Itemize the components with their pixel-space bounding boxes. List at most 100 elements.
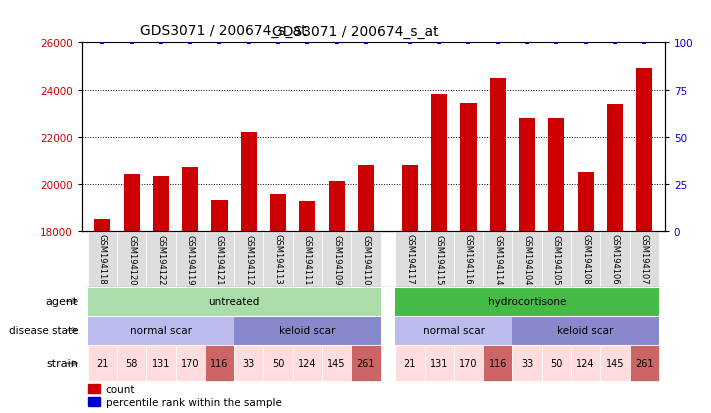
- Text: GSM194118: GSM194118: [98, 234, 107, 285]
- Text: keloid scar: keloid scar: [557, 325, 614, 335]
- Text: GSM194109: GSM194109: [332, 234, 341, 284]
- Text: normal scar: normal scar: [423, 325, 485, 335]
- Text: GSM194115: GSM194115: [434, 234, 444, 284]
- Text: 33: 33: [242, 358, 255, 368]
- Text: 116: 116: [210, 358, 229, 368]
- Bar: [87, 397, 100, 406]
- Bar: [153, 176, 169, 231]
- Bar: [454, 346, 483, 381]
- Bar: [241, 133, 257, 231]
- Bar: [358, 166, 374, 231]
- Bar: [263, 231, 293, 287]
- Text: 261: 261: [357, 358, 375, 368]
- Text: 21: 21: [96, 358, 109, 368]
- Bar: [542, 346, 571, 381]
- Bar: [402, 166, 418, 231]
- Bar: [431, 95, 447, 231]
- Bar: [636, 69, 652, 231]
- Bar: [519, 119, 535, 231]
- Bar: [424, 346, 454, 381]
- Bar: [146, 231, 176, 287]
- Bar: [483, 346, 513, 381]
- Text: 145: 145: [327, 358, 346, 368]
- Bar: [124, 175, 139, 231]
- Bar: [263, 346, 293, 381]
- Text: GSM194119: GSM194119: [186, 234, 195, 284]
- Text: 124: 124: [298, 358, 316, 368]
- Text: 33: 33: [521, 358, 533, 368]
- Bar: [322, 346, 351, 381]
- Text: keloid scar: keloid scar: [279, 325, 336, 335]
- Bar: [395, 346, 424, 381]
- Text: GSM194106: GSM194106: [611, 234, 619, 285]
- Bar: [483, 231, 513, 287]
- Text: GSM194116: GSM194116: [464, 234, 473, 285]
- Text: 131: 131: [151, 358, 170, 368]
- Bar: [117, 231, 146, 287]
- Bar: [182, 168, 198, 231]
- Bar: [548, 119, 565, 231]
- Bar: [630, 231, 659, 287]
- Bar: [87, 316, 234, 345]
- Text: GSM194108: GSM194108: [581, 234, 590, 285]
- Text: agent: agent: [46, 297, 78, 306]
- Bar: [87, 346, 117, 381]
- Bar: [513, 316, 659, 345]
- Bar: [117, 346, 146, 381]
- Bar: [328, 182, 345, 231]
- Text: 50: 50: [550, 358, 562, 368]
- Text: 170: 170: [181, 358, 199, 368]
- Text: GSM194117: GSM194117: [405, 234, 415, 285]
- Bar: [270, 195, 286, 231]
- Bar: [87, 384, 100, 393]
- Text: GSM194105: GSM194105: [552, 234, 561, 284]
- Bar: [234, 316, 380, 345]
- Bar: [395, 316, 513, 345]
- Bar: [577, 173, 594, 231]
- Text: GSM194104: GSM194104: [523, 234, 532, 284]
- Text: GSM194114: GSM194114: [493, 234, 502, 284]
- Bar: [395, 287, 659, 316]
- Bar: [322, 231, 351, 287]
- Bar: [513, 231, 542, 287]
- Text: GSM194121: GSM194121: [215, 234, 224, 284]
- Text: hydrocortisone: hydrocortisone: [488, 297, 566, 306]
- Text: percentile rank within the sample: percentile rank within the sample: [106, 396, 282, 407]
- Text: normal scar: normal scar: [130, 325, 192, 335]
- Bar: [146, 346, 176, 381]
- Text: strain: strain: [46, 358, 78, 368]
- Bar: [490, 78, 506, 231]
- Bar: [299, 202, 316, 231]
- Text: disease state: disease state: [9, 325, 78, 335]
- Bar: [211, 201, 228, 231]
- Bar: [176, 231, 205, 287]
- Bar: [571, 231, 600, 287]
- Bar: [513, 346, 542, 381]
- Text: GSM194113: GSM194113: [274, 234, 282, 285]
- Bar: [600, 231, 630, 287]
- Text: GSM194107: GSM194107: [640, 234, 648, 285]
- Bar: [234, 346, 263, 381]
- Bar: [176, 346, 205, 381]
- Text: GSM194110: GSM194110: [361, 234, 370, 284]
- Bar: [234, 231, 263, 287]
- Bar: [542, 231, 571, 287]
- Bar: [607, 104, 623, 231]
- Text: 124: 124: [577, 358, 595, 368]
- Text: 145: 145: [606, 358, 624, 368]
- Text: 50: 50: [272, 358, 284, 368]
- Bar: [395, 231, 424, 287]
- Bar: [293, 346, 322, 381]
- Bar: [293, 231, 322, 287]
- Bar: [461, 103, 476, 231]
- Text: GDS3071 / 200674_s_at: GDS3071 / 200674_s_at: [272, 25, 439, 39]
- Text: GSM194122: GSM194122: [156, 234, 166, 284]
- Text: GDS3071 / 200674_s_at: GDS3071 / 200674_s_at: [140, 24, 306, 38]
- Bar: [351, 346, 380, 381]
- Text: 21: 21: [404, 358, 416, 368]
- Text: 58: 58: [125, 358, 138, 368]
- Bar: [424, 231, 454, 287]
- Bar: [600, 346, 630, 381]
- Bar: [571, 346, 600, 381]
- Bar: [87, 287, 380, 316]
